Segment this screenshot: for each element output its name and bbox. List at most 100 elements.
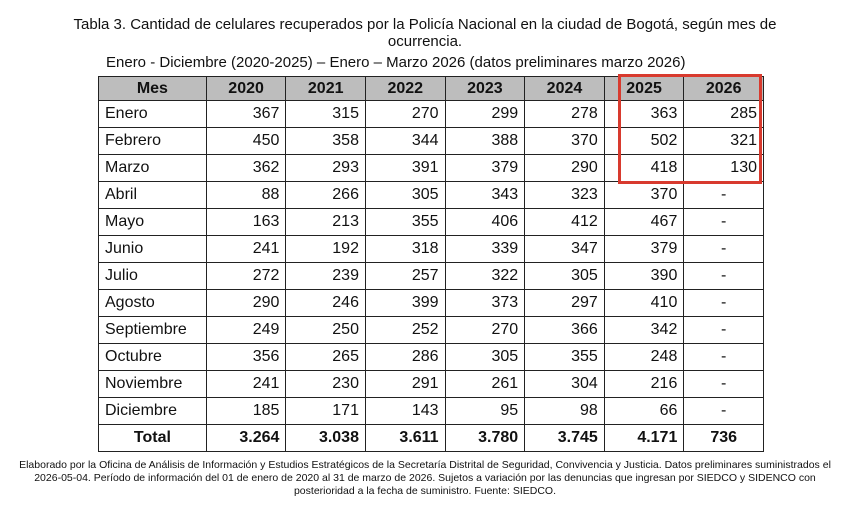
- value-cell: 410: [603, 289, 685, 317]
- column-header-2023: 2023: [444, 76, 526, 101]
- value-cell: 246: [285, 289, 366, 317]
- data-table: Mes 2020 2021 2022 2023 2024 2025 2026 E…: [98, 76, 764, 452]
- value-cell: 406: [444, 208, 526, 236]
- value-cell: 143: [364, 397, 446, 425]
- value-cell: 230: [285, 370, 366, 398]
- value-cell: 272: [205, 262, 287, 290]
- month-cell: Enero: [98, 100, 207, 128]
- month-cell: Mayo: [98, 208, 207, 236]
- value-cell: 358: [285, 127, 366, 155]
- value-cell: 213: [285, 208, 366, 236]
- value-cell: 388: [444, 127, 526, 155]
- value-cell: 239: [285, 262, 366, 290]
- value-cell: 249: [205, 316, 287, 344]
- month-cell: Marzo: [98, 154, 207, 182]
- total-cell: 3.745: [524, 424, 605, 452]
- month-cell: Abril: [98, 181, 207, 209]
- total-cell: 3.611: [364, 424, 446, 452]
- month-cell: Septiembre: [98, 316, 207, 344]
- month-cell: Junio: [98, 235, 207, 263]
- value-cell: 390: [603, 262, 685, 290]
- value-cell: 265: [285, 343, 366, 371]
- total-cell: 4.171: [603, 424, 685, 452]
- total-cell: 3.038: [285, 424, 366, 452]
- column-header-2021: 2021: [285, 76, 366, 101]
- table-row: Junio 241 192 318 339 347 379-: [98, 235, 764, 263]
- value-cell: 305: [364, 181, 446, 209]
- value-cell: 304: [524, 370, 605, 398]
- table-row: Noviembre 241 230 291 261 304 216-: [98, 370, 764, 398]
- value-cell: 347: [524, 235, 605, 263]
- value-cell: 315: [285, 100, 366, 128]
- value-cell: -: [683, 262, 764, 290]
- value-cell: 373: [444, 289, 526, 317]
- footnote: Elaborado por la Oficina de Análisis de …: [19, 459, 831, 497]
- value-cell: 342: [603, 316, 685, 344]
- value-cell: 98: [524, 397, 605, 425]
- value-cell: -: [683, 289, 764, 317]
- value-cell: 241: [205, 235, 287, 263]
- value-cell: -: [683, 370, 764, 398]
- column-header-2020: 2020: [205, 76, 287, 101]
- value-cell: 363: [603, 100, 685, 128]
- total-cell: 3.780: [444, 424, 526, 452]
- value-cell: 216: [603, 370, 685, 398]
- value-cell: 305: [524, 262, 605, 290]
- value-cell: -: [683, 181, 764, 209]
- total-row: Total 3.264 3.038 3.611 3.780 3.745 4.17…: [98, 424, 764, 452]
- value-cell: 370: [603, 181, 685, 209]
- value-cell: 343: [444, 181, 526, 209]
- month-cell: Octubre: [98, 343, 207, 371]
- table-row: Marzo 362 293 391 379 290 418 130: [98, 154, 764, 182]
- value-cell: 250: [285, 316, 366, 344]
- value-cell: 270: [444, 316, 526, 344]
- value-cell: 322: [444, 262, 526, 290]
- column-header-mes: Mes: [98, 76, 207, 101]
- value-cell: 185: [205, 397, 287, 425]
- table-row: Julio 272 239 257 322 305 390-: [98, 262, 764, 290]
- value-cell: 379: [603, 235, 685, 263]
- value-cell: 290: [524, 154, 605, 182]
- table-row: Agosto 290 246 399 373 297 410-: [98, 289, 764, 317]
- table-row: Septiembre 249 250 252 270 366 342-: [98, 316, 764, 344]
- value-cell: 305: [444, 343, 526, 371]
- value-cell: 356: [205, 343, 287, 371]
- total-cell: 736: [683, 424, 764, 452]
- value-cell: 192: [285, 235, 366, 263]
- value-cell: 270: [364, 100, 446, 128]
- value-cell: 355: [524, 343, 605, 371]
- month-cell: Julio: [98, 262, 207, 290]
- value-cell: -: [683, 397, 764, 425]
- value-cell: 278: [524, 100, 605, 128]
- value-cell: 66: [603, 397, 685, 425]
- value-cell: 88: [205, 181, 287, 209]
- value-cell: 412: [524, 208, 605, 236]
- total-cell: 3.264: [205, 424, 287, 452]
- value-cell: 323: [524, 181, 605, 209]
- value-cell: 362: [205, 154, 287, 182]
- value-cell: 293: [285, 154, 366, 182]
- value-cell: 297: [524, 289, 605, 317]
- table-row: Febrero 450 358 344 388 370 502 321: [98, 127, 764, 155]
- month-cell: Diciembre: [98, 397, 207, 425]
- value-cell: 418: [603, 154, 685, 182]
- value-cell: 391: [364, 154, 446, 182]
- value-cell: 321: [683, 127, 764, 155]
- value-cell: 285: [683, 100, 764, 128]
- value-cell: 379: [444, 154, 526, 182]
- value-cell: 130: [683, 154, 764, 182]
- column-header-2026: 2026: [683, 76, 764, 101]
- value-cell: 299: [444, 100, 526, 128]
- value-cell: 318: [364, 235, 446, 263]
- table-row: Octubre 356 265 286 305 355 248-: [98, 343, 764, 371]
- value-cell: -: [683, 235, 764, 263]
- table-row: Enero 367 315 270 299 278 363 285: [98, 100, 764, 128]
- table-subtitle: Enero - Diciembre (2020-2025) – Enero – …: [106, 54, 686, 71]
- value-cell: 467: [603, 208, 685, 236]
- value-cell: 261: [444, 370, 526, 398]
- value-cell: 286: [364, 343, 446, 371]
- data-table-container: Mes 2020 2021 2022 2023 2024 2025 2026 E…: [98, 76, 764, 452]
- column-header-2022: 2022: [364, 76, 446, 101]
- total-label: Total: [98, 424, 207, 452]
- table-row: Abril 88 266 305 343 323 370-: [98, 181, 764, 209]
